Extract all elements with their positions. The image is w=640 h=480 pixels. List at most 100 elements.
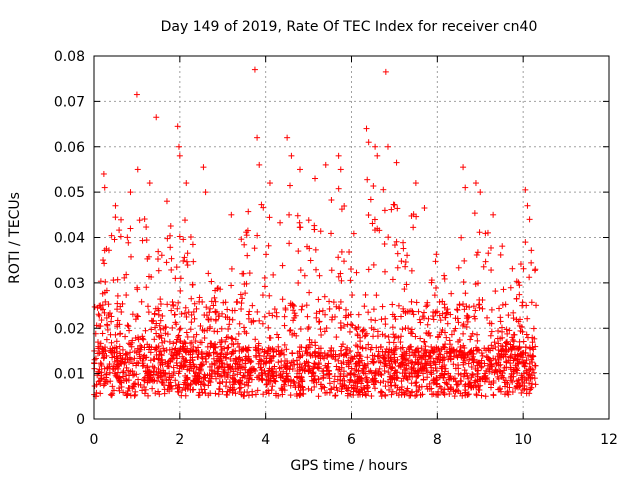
data-point [431, 345, 438, 352]
data-point [379, 303, 386, 310]
data-point [344, 344, 351, 351]
data-point [328, 196, 335, 203]
data-point [443, 310, 450, 317]
data-point [265, 373, 272, 380]
data-point [236, 379, 243, 386]
data-point [240, 392, 247, 399]
data-point [121, 360, 128, 367]
data-point [239, 295, 246, 302]
data-point [433, 251, 440, 258]
data-point [303, 350, 310, 357]
data-point [529, 366, 536, 373]
data-point [517, 353, 524, 360]
data-point [101, 365, 108, 372]
data-point [367, 367, 374, 374]
data-point [290, 303, 297, 310]
data-point [419, 313, 426, 320]
data-point [508, 347, 515, 354]
data-point [436, 383, 443, 390]
data-point [113, 345, 120, 352]
data-point [202, 390, 209, 397]
data-point [187, 233, 194, 240]
data-point [335, 357, 342, 364]
data-point [424, 321, 431, 328]
data-point [338, 277, 345, 284]
data-point [460, 359, 467, 366]
data-point [494, 335, 501, 342]
data-point [408, 326, 415, 333]
data-point [96, 350, 103, 357]
data-point [461, 344, 468, 351]
data-point [479, 352, 486, 359]
data-point [408, 267, 415, 274]
data-point [336, 366, 343, 373]
data-point [333, 363, 340, 370]
data-point [455, 362, 462, 369]
data-point [315, 296, 322, 303]
data-point [139, 237, 146, 244]
data-point [348, 354, 355, 361]
data-point [141, 377, 148, 384]
data-point [289, 349, 296, 356]
data-point [182, 386, 189, 393]
data-point [353, 387, 360, 394]
data-point [152, 305, 159, 312]
data-point [528, 247, 535, 254]
data-point [277, 219, 284, 226]
data-point [228, 282, 235, 289]
data-point [307, 257, 314, 264]
data-point [183, 258, 190, 265]
data-point [264, 371, 271, 378]
data-point [279, 296, 286, 303]
data-point [457, 371, 464, 378]
data-point [498, 324, 505, 331]
data-point [204, 372, 211, 379]
data-point [211, 341, 218, 348]
data-point [143, 224, 150, 231]
data-point [515, 279, 522, 286]
data-point [421, 339, 428, 346]
data-point [157, 369, 164, 376]
data-point [177, 362, 184, 369]
data-point [482, 230, 489, 237]
data-point [243, 229, 250, 236]
data-point [255, 360, 262, 367]
data-point [320, 372, 327, 379]
data-point [212, 298, 219, 305]
data-point [247, 359, 254, 366]
data-point [461, 306, 468, 313]
data-point [190, 361, 197, 368]
data-point [334, 376, 341, 383]
data-point [112, 331, 119, 338]
data-point [338, 385, 345, 392]
data-point [412, 180, 419, 187]
data-point [361, 303, 368, 310]
data-point [216, 363, 223, 370]
data-point [203, 358, 210, 365]
data-point [428, 279, 435, 286]
data-point [296, 392, 303, 399]
data-point [474, 337, 481, 344]
data-point [229, 335, 236, 342]
data-point [227, 355, 234, 362]
data-point [463, 324, 470, 331]
data-point [325, 351, 332, 358]
data-point [513, 295, 520, 302]
data-point [424, 302, 431, 309]
data-point [108, 232, 115, 239]
data-point [156, 391, 163, 398]
data-point [402, 263, 409, 270]
data-point [235, 330, 242, 337]
data-point [216, 386, 223, 393]
data-point [355, 311, 362, 318]
data-point [193, 364, 200, 371]
data-point [234, 371, 241, 378]
data-point [350, 382, 357, 389]
data-point [103, 336, 110, 343]
chart-title: Day 149 of 2019, Rate Of TEC Index for r… [161, 19, 538, 35]
data-point [132, 391, 139, 398]
data-point [269, 312, 276, 319]
data-point [114, 321, 121, 328]
data-point [233, 299, 240, 306]
data-point [454, 307, 461, 314]
